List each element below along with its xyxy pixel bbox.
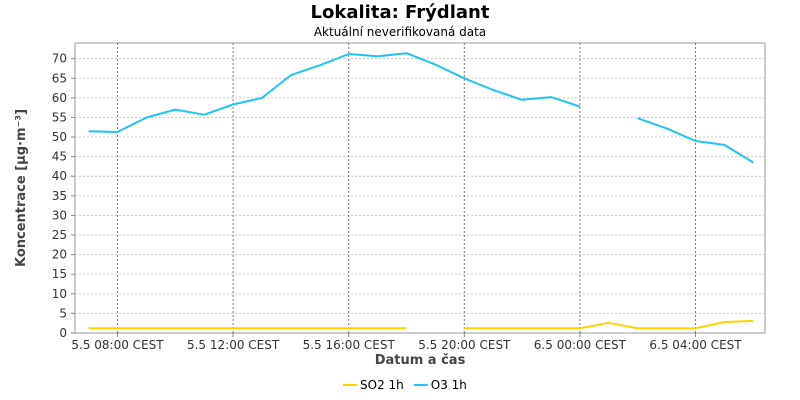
series-line	[88, 52, 581, 133]
y-tick-label: 50	[52, 130, 67, 144]
y-axis-label: Koncentrace [µg·m⁻³]	[14, 109, 29, 267]
x-tick-label: 5.5 08:00 CEST	[71, 338, 164, 352]
legend-label: O3 1h	[431, 378, 467, 392]
chart-title: Lokalita: Frýdlant	[311, 2, 490, 23]
y-tick-label: 15	[52, 267, 67, 281]
y-tick-label: 5	[59, 306, 67, 320]
y-tick-label: 35	[52, 189, 67, 203]
series-lines	[88, 52, 754, 330]
plot-area	[74, 42, 766, 334]
y-tick-label: 60	[52, 91, 67, 105]
y-tick-label: 10	[52, 287, 67, 301]
legend: SO2 1h O3 1h	[343, 378, 467, 392]
y-tick-label: 0	[59, 326, 67, 340]
x-tick-label: 6.5 00:00 CEST	[534, 338, 627, 352]
chart-subtitle: Aktuální neverifikovaná data	[314, 25, 486, 39]
y-tick-label: 30	[52, 208, 67, 222]
series-line	[464, 319, 754, 330]
y-tick-label: 70	[52, 52, 67, 66]
x-tick-label: 5.5 12:00 CEST	[187, 338, 280, 352]
x-axis-label: Datum a čas	[375, 353, 466, 368]
x-tick-label: 5.5 20:00 CEST	[418, 338, 511, 352]
legend-label: SO2 1h	[360, 378, 404, 392]
y-tick-label: 20	[52, 248, 67, 262]
y-tick-label: 40	[52, 169, 67, 183]
y-tick-label: 65	[52, 71, 67, 85]
series-line	[637, 117, 754, 164]
axes: 0 5 10 15 20 25 30 35 40 45 50 55 60 65 70 5.5 08:00 CE…	[52, 52, 743, 352]
y-tick-label: 55	[52, 110, 67, 124]
y-tick-label: 45	[52, 150, 67, 164]
x-tick-label: 6.5 04:00 CEST	[649, 338, 742, 352]
y-tick-label: 25	[52, 228, 67, 242]
x-tick-label: 5.5 16:00 CEST	[303, 338, 396, 352]
